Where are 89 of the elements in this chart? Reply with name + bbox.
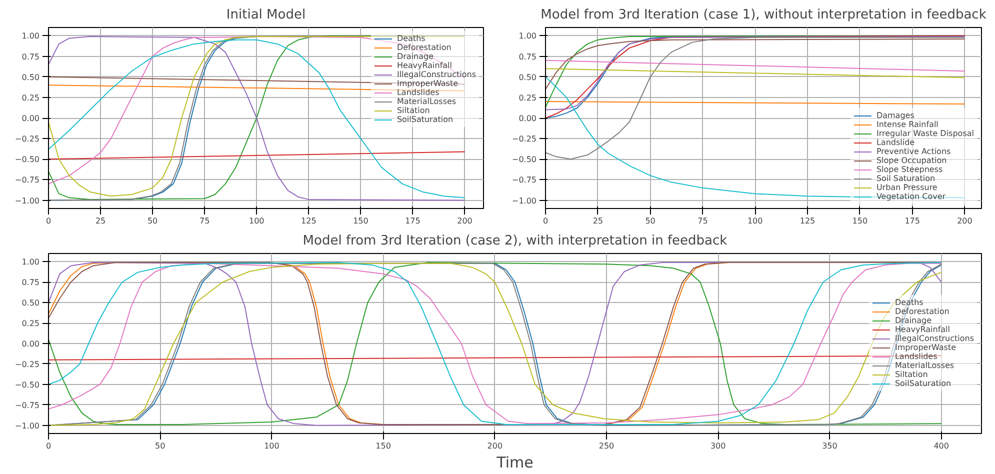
legend-label: Landslide [876,138,915,147]
legend-label: HeavyRainfall [894,325,950,334]
y-tick-label: 0.50 [22,72,40,82]
x-tick-label: 150 [376,442,391,450]
y-tick-label: −0.25 [14,134,40,144]
legend-label: Slope Occupation [876,156,947,165]
legend-label: Vegetation Cover [876,192,946,201]
y-tick-label: −0.25 [14,360,40,369]
x-tick-label: 75 [200,216,210,226]
x-tick-label: 200 [457,216,472,226]
x-tick-label: 175 [904,216,920,226]
legend-label: Slope Steepness [876,165,943,174]
x-tick-label: 400 [934,442,949,450]
legend-label: Deforestation [894,307,950,316]
legend-label: Deaths [396,34,426,43]
legend-label: Landslides [396,88,440,97]
y-tick-label: 0.50 [518,72,536,82]
y-tick-label: −1.00 [14,196,40,206]
legend-label: Urban Pressure [876,183,938,192]
y-tick-label: −1.00 [512,196,536,206]
legend-label: MaterialLosses [894,361,954,370]
x-tick-label: 0 [46,216,52,226]
x-tick-label: 0 [46,442,52,450]
x-tick-label: 0 [542,216,548,226]
legend-label: SoilSaturation [396,115,454,124]
x-tick-label: 125 [800,216,816,226]
x-tick-label: 25 [95,216,106,226]
chart-title: Initial Model [226,8,306,22]
y-tick-label: 0.75 [22,278,40,288]
legend-label: IllegalConstructions [396,70,476,79]
legend-label: Drainage [396,52,434,61]
x-tick-label: 25 [592,216,603,226]
x-axis-title: Time [496,454,534,472]
chart-title: Model from 3rd Iteration (case 1), without interpretation in feedback [540,8,987,22]
legend-label: Intense Rainfall [876,120,938,129]
y-tick-label: 0.25 [22,93,40,102]
legend-label: Siltation [894,370,928,379]
legend-label: Drainage [894,316,932,325]
y-tick-label: −0.75 [14,176,40,185]
x-tick-label: 175 [405,216,420,226]
y-tick-label: 0.00 [22,114,40,123]
chart-title: Model from 3rd Iteration (case 2), with interpretation in feedback [302,234,728,248]
y-tick-label: −0.50 [14,380,40,390]
legend-label: ImproperWaste [396,79,458,88]
x-tick-label: 100 [264,442,280,450]
legend-label: Irregular Waste Disposal [876,129,974,138]
y-tick-label: 1.00 [518,32,536,41]
x-tick-label: 200 [487,442,503,450]
legend-label: ImproperWaste [894,343,956,352]
y-tick-label: −0.75 [512,176,536,185]
x-tick-label: 50 [147,216,158,226]
x-tick-label: 200 [957,216,972,226]
line-series [546,38,966,90]
x-tick-label: 50 [645,216,656,226]
legend-label: Landslides [894,352,938,361]
legend-label: Deforestation [396,43,452,52]
x-tick-label: 75 [698,216,708,226]
legend-label: Preventive Actions [876,147,951,156]
x-tick-label: 125 [301,216,316,226]
y-tick-label: −0.75 [14,400,40,410]
y-tick-label: 0.75 [518,52,536,62]
x-tick-label: 150 [353,216,368,226]
y-tick-label: 0.00 [518,114,536,123]
x-tick-label: 350 [822,442,838,450]
x-tick-label: 250 [598,442,614,450]
x-tick-label: 100 [249,216,264,226]
y-tick-label: −0.50 [14,155,40,164]
y-tick-label: −1.00 [14,421,40,430]
y-tick-label: 0.50 [22,298,40,308]
legend-label: Damages [876,111,914,120]
x-tick-label: 50 [155,442,166,450]
legend-label: Deaths [894,298,924,307]
y-tick-label: 0.75 [22,52,40,62]
y-tick-label: −0.50 [512,155,536,164]
y-tick-label: 1.00 [22,32,40,41]
y-tick-label: 1.00 [22,258,40,267]
x-tick-label: 300 [710,442,726,450]
legend-label: SoilSaturation [894,379,952,388]
legend-label: Siltation [396,106,430,115]
y-tick-label: 0.25 [518,93,536,102]
legend-label: Soil Saturation [876,174,936,183]
y-tick-label: 0.25 [22,319,40,328]
legend-label: HeavyRainfall [396,61,452,70]
legend-label: MaterialLosses [396,97,456,106]
x-tick-label: 100 [747,216,763,226]
x-tick-label: 150 [852,216,868,226]
y-tick-label: 0.00 [22,340,40,348]
legend-label: IllegalConstructions [894,334,974,343]
y-tick-label: −0.25 [512,134,536,144]
